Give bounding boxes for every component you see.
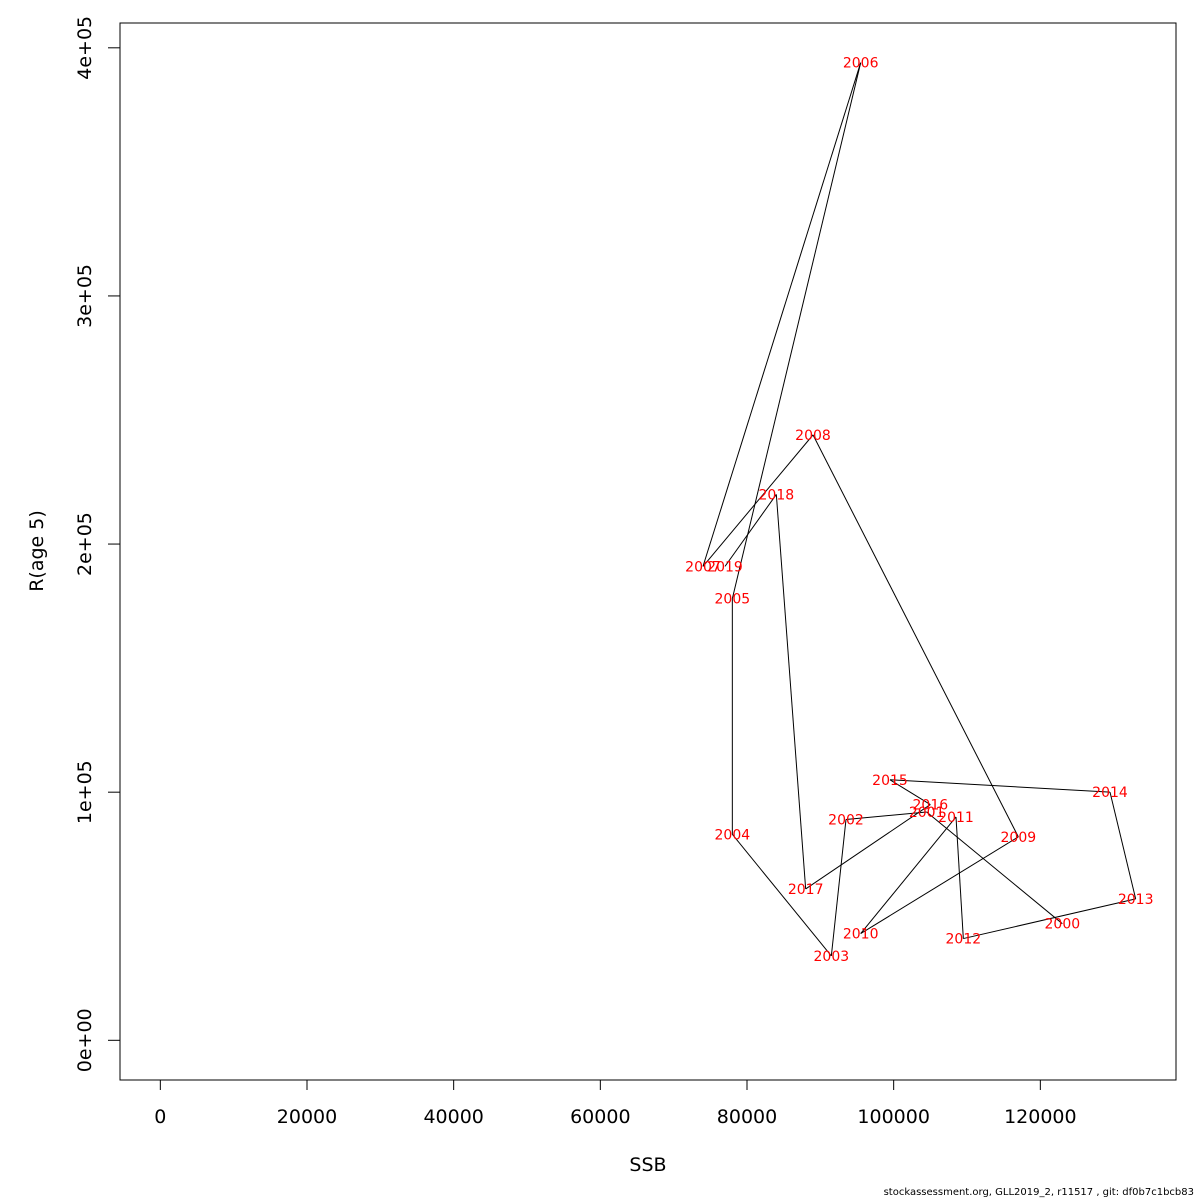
y-tick-label: 2e+05 bbox=[74, 512, 96, 576]
point-label-2018: 2018 bbox=[759, 487, 795, 503]
point-label-2014: 2014 bbox=[1092, 785, 1128, 801]
x-tick-label: 20000 bbox=[277, 1106, 337, 1128]
segment-2013-2014 bbox=[1109, 792, 1137, 899]
segment-2002-2003 bbox=[830, 819, 847, 956]
y-tick-label: 1e+05 bbox=[74, 760, 96, 824]
y-tick-label: 4e+05 bbox=[74, 16, 96, 80]
point-label-2019: 2019 bbox=[707, 559, 743, 575]
point-label-2012: 2012 bbox=[946, 932, 982, 948]
y-axis-title: R(age 5) bbox=[26, 510, 48, 592]
x-axis-title: SSB bbox=[629, 1154, 666, 1176]
segment-2015-2016 bbox=[889, 779, 931, 806]
segment-2005-2006 bbox=[731, 62, 862, 599]
segment-2014-2015 bbox=[889, 779, 1111, 793]
x-axis: 0 20000 40000 60000 80000 100000 120000 bbox=[154, 1079, 1077, 1128]
point-label-2009: 2009 bbox=[1001, 830, 1037, 846]
x-tick-label: 80000 bbox=[717, 1106, 777, 1128]
y-axis: 0e+00 1e+05 2e+05 3e+05 4e+05 bbox=[74, 16, 121, 1072]
point-label-2008: 2008 bbox=[795, 428, 831, 444]
segment-2017-2018 bbox=[775, 494, 807, 889]
point-label-2007: 2007 bbox=[685, 559, 721, 575]
segment-2012-2013 bbox=[963, 898, 1136, 940]
segment-2008-2009 bbox=[812, 434, 1019, 838]
point-label-2011: 2011 bbox=[938, 810, 974, 826]
x-tick-label: 60000 bbox=[570, 1106, 630, 1128]
x-tick-label: 0 bbox=[154, 1106, 166, 1128]
point-label-2006: 2006 bbox=[843, 56, 879, 72]
point-label-2004: 2004 bbox=[715, 827, 751, 843]
point-label-2015: 2015 bbox=[872, 773, 908, 789]
segment-2003-2004 bbox=[731, 834, 832, 957]
y-tick-label: 3e+05 bbox=[74, 264, 96, 328]
segment-2001-2002 bbox=[845, 811, 927, 820]
point-label-2003: 2003 bbox=[814, 949, 850, 965]
y-tick-label: 0e+00 bbox=[74, 1008, 96, 1072]
x-tick-label: 40000 bbox=[423, 1106, 483, 1128]
x-tick-label: 120000 bbox=[1004, 1106, 1077, 1128]
segment-2009-2010 bbox=[860, 836, 1019, 935]
point-label-2016: 2016 bbox=[913, 798, 949, 814]
segment-2010-2011 bbox=[860, 816, 957, 934]
segment-2018-2019 bbox=[724, 494, 777, 567]
point-label-2005: 2005 bbox=[715, 592, 751, 608]
point-label-2001: 2001 bbox=[909, 805, 945, 821]
point-label-2013: 2013 bbox=[1118, 892, 1154, 908]
point-label-2000: 2000 bbox=[1045, 917, 1081, 933]
plot-frame bbox=[119, 22, 1177, 1081]
x-tick-label: 100000 bbox=[857, 1106, 930, 1128]
segment-2000-2001 bbox=[926, 811, 1063, 925]
point-label-2002: 2002 bbox=[828, 812, 864, 828]
segment-2006-2007 bbox=[702, 62, 862, 567]
segment-2007-2008 bbox=[702, 434, 814, 567]
point-label-2017: 2017 bbox=[788, 882, 824, 898]
segment-2016-2017 bbox=[805, 804, 931, 890]
point-label-2010: 2010 bbox=[843, 927, 879, 943]
footer-credit: stockassessment.org, GLL2019_2, r11517 ,… bbox=[883, 1187, 1194, 1198]
segment-2011-2012 bbox=[955, 816, 964, 939]
point-labels: 2000 2001 2002 2003 2004 2005 2006 2007 2008 2009… bbox=[685, 56, 1153, 965]
series-path bbox=[702, 62, 1137, 957]
